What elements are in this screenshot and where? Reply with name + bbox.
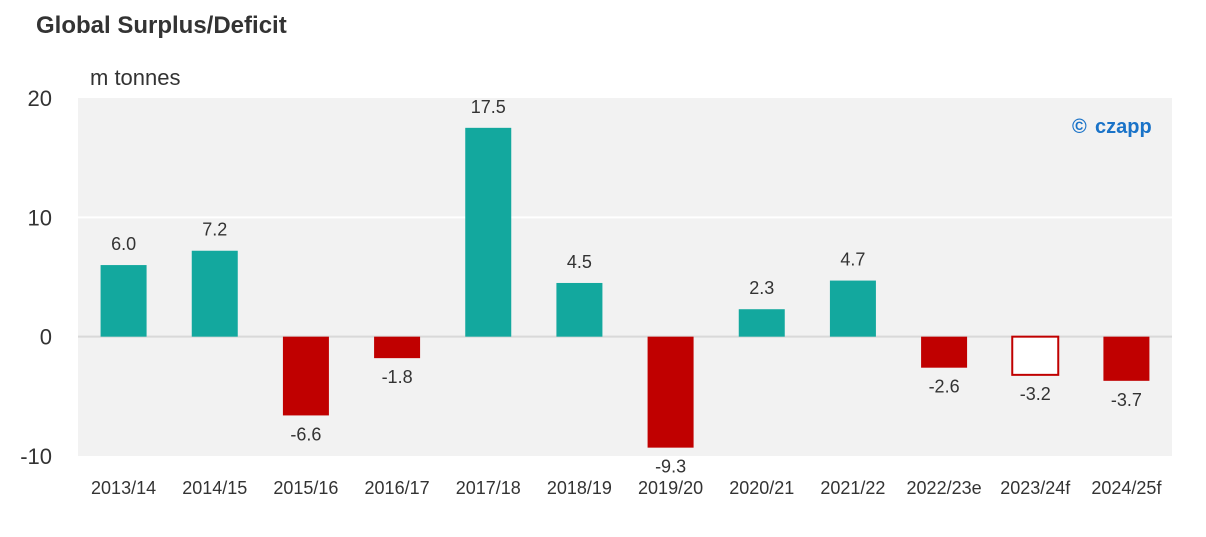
category-label: 2020/21 xyxy=(729,478,794,498)
y-tick-label: 0 xyxy=(40,325,52,350)
category-label: 2013/14 xyxy=(91,478,156,498)
category-labels: 2013/14 2014/15 2015/16 2016/17 2017/18 2018/… xyxy=(91,478,1162,498)
category-label: 2021/22 xyxy=(820,478,885,498)
plot-background xyxy=(78,98,1172,456)
category-label: 2018/19 xyxy=(547,478,612,498)
category-label: 2019/20 xyxy=(638,478,703,498)
data-label: -3.7 xyxy=(1111,390,1142,410)
bars xyxy=(100,127,1150,448)
bar xyxy=(921,336,968,368)
data-label: 7.2 xyxy=(202,220,227,240)
data-label: -1.8 xyxy=(382,367,413,387)
czapp-logo: © czapp xyxy=(1072,116,1152,138)
data-labels: 6.0 7.2 -6.6 -1.8 17.5 4.5 -9.3 2.3 4.7 -2.6 -3.2 -… xyxy=(111,97,1142,477)
data-label: 6.0 xyxy=(111,234,136,254)
y-tick-label: -10 xyxy=(20,444,52,469)
bar xyxy=(1011,335,1060,376)
category-label: 2023/24f xyxy=(1000,478,1071,498)
logo-wordmark: czapp xyxy=(1095,116,1152,138)
y-tick-label: 20 xyxy=(28,86,52,111)
bar xyxy=(556,282,603,337)
bar xyxy=(465,127,512,337)
bar xyxy=(647,336,694,448)
bar xyxy=(100,265,147,337)
data-label: -3.2 xyxy=(1020,384,1051,404)
category-label: 2014/15 xyxy=(182,478,247,498)
category-label: 2015/16 xyxy=(273,478,338,498)
data-label: -6.6 xyxy=(290,424,321,444)
bar xyxy=(738,309,785,337)
data-label: 2.3 xyxy=(749,278,774,298)
bar xyxy=(374,336,421,359)
bar xyxy=(1103,336,1150,381)
y-axis-unit-label: m tonnes xyxy=(90,65,181,90)
chart-title: Global Surplus/Deficit xyxy=(36,12,287,39)
data-label: 17.5 xyxy=(471,97,506,117)
data-label: 4.7 xyxy=(840,250,865,270)
y-tick-label: 10 xyxy=(28,205,52,230)
category-label: 2016/17 xyxy=(365,478,430,498)
bar xyxy=(191,250,238,337)
y-axis-ticks: 20 10 0 -10 xyxy=(20,86,52,469)
data-label: 4.5 xyxy=(567,252,592,272)
category-label: 2024/25f xyxy=(1091,478,1162,498)
category-label: 2022/23e xyxy=(907,478,982,498)
gridlines xyxy=(78,216,1172,338)
data-label: -2.6 xyxy=(929,377,960,397)
copyright-icon: © xyxy=(1072,116,1087,138)
category-label: 2017/18 xyxy=(456,478,521,498)
bar xyxy=(282,336,329,416)
data-label: -9.3 xyxy=(655,457,686,477)
bar xyxy=(829,280,876,337)
